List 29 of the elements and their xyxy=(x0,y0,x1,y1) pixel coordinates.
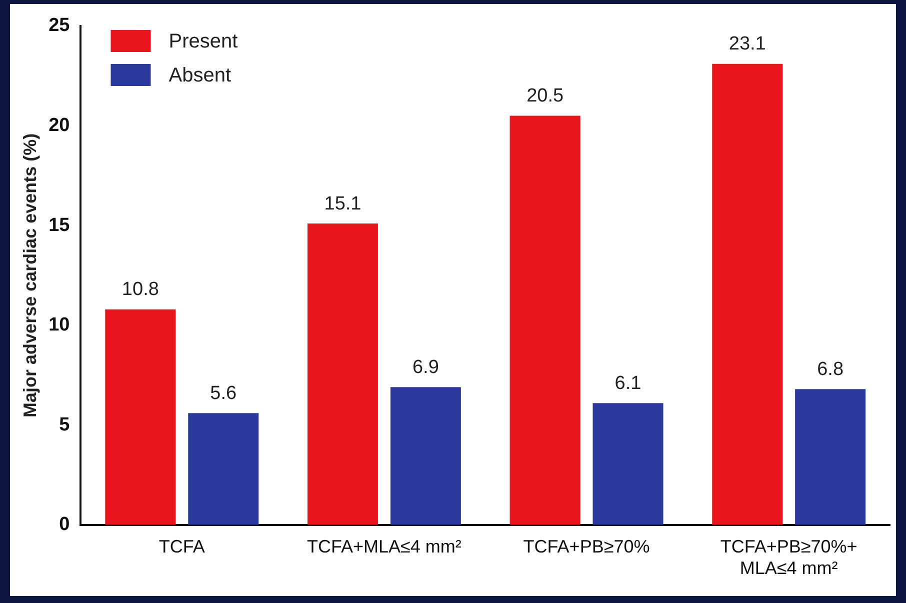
data-label: 23.1 xyxy=(728,34,766,55)
x-tick-label: TCFA+PB≥70% xyxy=(523,536,650,557)
bar xyxy=(592,403,664,525)
bar xyxy=(795,389,866,525)
bar xyxy=(712,64,783,525)
data-label: 6.9 xyxy=(412,356,439,378)
y-tick-label: 20 xyxy=(48,114,70,136)
legend-label: Present xyxy=(168,30,238,53)
data-label: 6.8 xyxy=(817,358,844,380)
y-tick-label: 10 xyxy=(48,314,70,336)
data-label: 6.1 xyxy=(614,372,642,394)
y-tick-label: 0 xyxy=(59,514,70,536)
y-axis-title: Major adverse cardiac events (%) xyxy=(20,133,40,418)
x-tick-label: TCFA xyxy=(158,536,205,557)
bar xyxy=(307,224,378,525)
data-label: 20.5 xyxy=(526,86,564,107)
data-label: 15.1 xyxy=(324,193,362,214)
bar xyxy=(105,309,176,525)
data-label: 5.6 xyxy=(210,382,237,404)
x-tick-label: TCFA+MLA≤4 mm² xyxy=(307,536,462,557)
bar xyxy=(510,116,580,525)
bar xyxy=(188,413,259,525)
data-label: 10.8 xyxy=(122,279,159,300)
bar xyxy=(390,387,461,525)
legend-label: Absent xyxy=(168,64,232,87)
y-tick-label: 25 xyxy=(48,15,70,36)
x-tick-label: TCFA+PB≥70%+ MLA≤4 mm² xyxy=(720,536,858,578)
y-tick-label: 15 xyxy=(48,214,70,236)
y-tick-label: 5 xyxy=(59,414,70,436)
